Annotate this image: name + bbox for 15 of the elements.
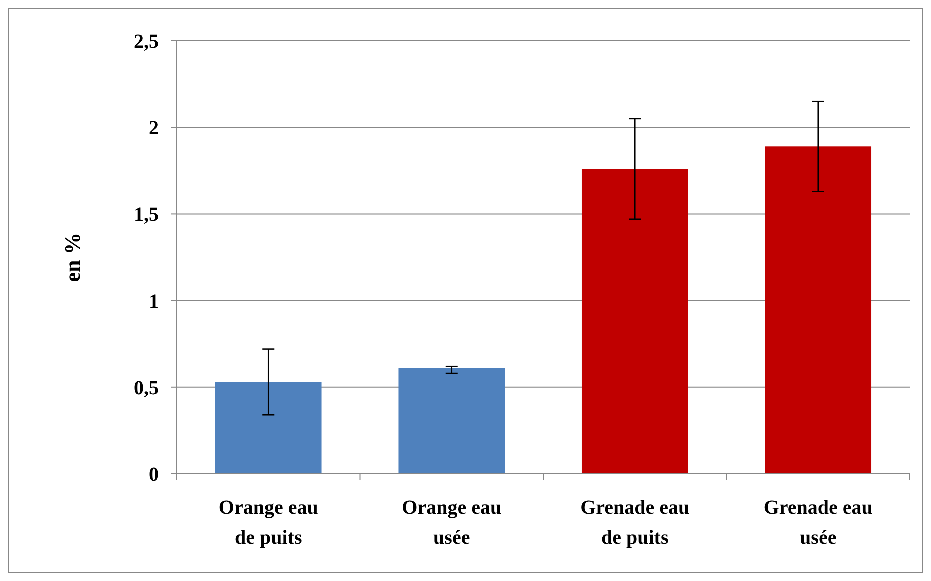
x-tick-label: Grenade eau de puits	[580, 497, 690, 549]
bar	[765, 146, 872, 474]
bar	[215, 382, 322, 474]
y-tick-label: 2	[149, 118, 159, 140]
x-tick-label: Orange eau usée	[402, 497, 502, 549]
y-tick-label: 0,5	[134, 377, 159, 400]
y-tick-label: 1,5	[134, 204, 159, 226]
x-tick-label: Orange eau de puits	[218, 497, 318, 549]
y-tick-label: 2,5	[134, 31, 159, 53]
y-axis-title: en %	[60, 232, 85, 282]
y-tick-label: 1	[149, 290, 159, 313]
x-tick-label: Grenade eau usée	[764, 497, 873, 549]
y-tick-label: 0	[149, 464, 159, 486]
bar	[582, 169, 688, 474]
bar	[398, 368, 506, 474]
